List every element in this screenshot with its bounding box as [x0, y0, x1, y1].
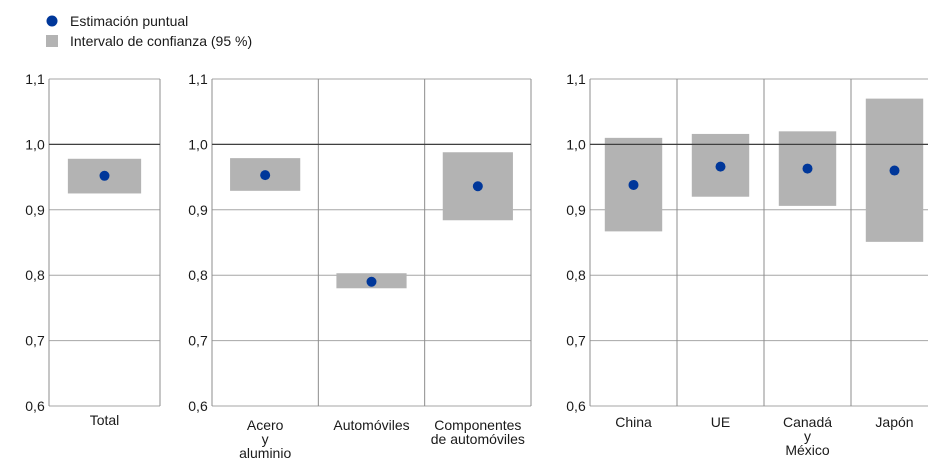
panel-3-x-category-label: México — [785, 442, 830, 458]
panel-3-x-category-label: UE — [711, 414, 730, 430]
panel-3-x-category-label: Canadá — [783, 414, 832, 430]
panel-2-y-tick-label: 1,0 — [188, 136, 208, 152]
panel-3-x-category-label: China — [615, 414, 652, 430]
panel-2-point-estimate — [260, 170, 271, 181]
panel-2-y-tick-label: 0,8 — [188, 267, 208, 283]
panel-2-x-category-label: Acero — [247, 417, 284, 433]
panel-2-point-estimate — [472, 181, 483, 192]
panel-2-x-category-label: Componentes — [434, 417, 521, 433]
panel-3-y-tick-label: 1,1 — [566, 71, 586, 87]
legend-interval-label: Intervalo de confianza (95 %) — [70, 33, 252, 49]
panel-2-x-category-label: de automóviles — [431, 431, 525, 447]
panel-1-y-tick-label: 0,6 — [25, 398, 45, 414]
legend-point-marker — [46, 15, 58, 27]
panel-3-x-category-label: Japón — [875, 414, 913, 430]
panel-1-point-estimate — [99, 170, 110, 181]
panel-2-y-tick-label: 0,9 — [188, 202, 208, 218]
panel-1-y-tick-label: 0,7 — [25, 333, 45, 349]
panel-3-y-tick-label: 0,7 — [566, 333, 586, 349]
legend-interval-marker — [46, 35, 58, 47]
panel-3-y-tick-label: 0,9 — [566, 202, 586, 218]
panel-3-x-category-label: y — [804, 428, 811, 444]
panel-2-point-estimate — [366, 276, 377, 287]
panel-2-x-category-label: y — [262, 431, 269, 447]
panel-3-point-estimate — [889, 165, 900, 176]
panel-3-y-tick-label: 1,0 — [566, 136, 586, 152]
panel-3-point-estimate — [715, 161, 726, 172]
panel-1-y-tick-label: 0,9 — [25, 202, 45, 218]
panel-2-x-category-label: Automóviles — [333, 417, 409, 433]
panel-2-y-tick-label: 0,7 — [188, 333, 208, 349]
panel-3-y-tick-label: 0,8 — [566, 267, 586, 283]
legend-point-label: Estimación puntual — [70, 13, 188, 29]
panel-2-y-tick-label: 1,1 — [188, 71, 208, 87]
panel-2-y-tick-label: 0,6 — [188, 398, 208, 414]
panel-3-point-estimate — [628, 179, 639, 190]
panel-1-y-tick-label: 1,0 — [25, 136, 45, 152]
panel-3-y-tick-label: 0,6 — [566, 398, 586, 414]
panel-1-x-category-label: Total — [90, 412, 120, 428]
panel-2-x-category-label: aluminio — [239, 445, 291, 461]
panel-3-point-estimate — [802, 163, 813, 174]
panel-1-y-tick-label: 1,1 — [25, 71, 45, 87]
panel-1-y-tick-label: 0,8 — [25, 267, 45, 283]
